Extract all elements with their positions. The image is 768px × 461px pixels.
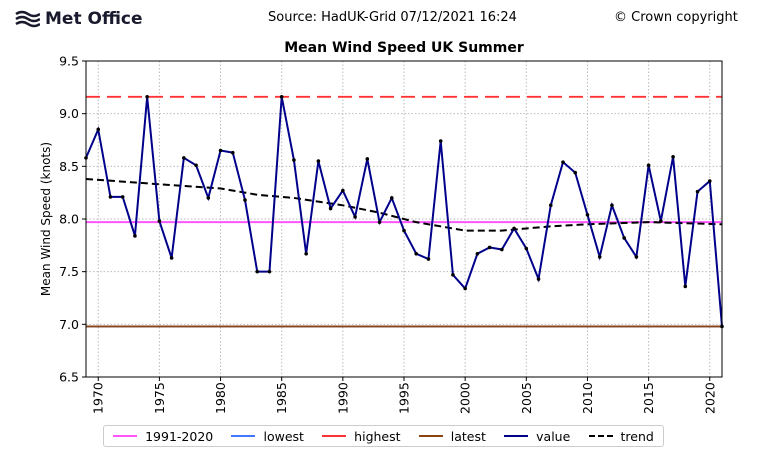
x-tick-label: 2010 [580,382,595,414]
value-point [622,236,626,240]
x-tick-label: 1995 [397,382,412,414]
value-point [573,170,578,175]
plot-frame [85,60,723,378]
value-point [267,269,272,274]
value-point [451,273,455,277]
logo-text: Met Office [45,9,143,29]
value-point [255,269,260,274]
legend-item-value: value [504,429,570,444]
legend-item-1991-2020: 1991-2020 [113,429,213,444]
y-tick-label: 7.5 [59,264,79,279]
value-point [561,160,565,164]
value-point [279,95,284,99]
value-point [414,251,419,256]
x-tick-label: 1985 [274,382,289,414]
x-tick-label: 1990 [335,382,350,414]
value-point [157,219,162,223]
value-point [536,277,541,281]
value-point [475,251,480,256]
legend-label: 1991-2020 [145,428,214,444]
copyright-text: © Crown copyright [614,10,738,25]
legend-swatch [588,435,613,437]
value-point [218,148,223,153]
value-point [634,255,639,259]
value-point [646,163,651,168]
met-office-logo: Met Office [14,9,143,29]
y-tick-label: 6.5 [59,370,79,385]
legend-swatch [113,435,138,437]
value-point [707,179,712,183]
value-point [365,157,370,161]
y-tick-label: 8.5 [59,159,79,174]
value-point [120,195,125,199]
value-point [683,284,688,289]
legend-label: value [536,428,571,444]
chart-title: Mean Wind Speed UK Summer [284,40,524,56]
legend-swatch [504,435,529,437]
value-point [585,212,590,217]
legend: 1991-2020 lowest highest latest value trend [103,425,664,447]
value-point [353,215,357,219]
legend-item-trend: trend [588,428,654,444]
value-point [96,127,101,132]
x-tick-label: 1970 [91,382,106,414]
value-point [512,226,516,231]
x-tick-label: 2015 [641,382,656,414]
value-point [463,286,467,291]
value-point [292,158,296,162]
legend-label: lowest [263,428,304,444]
value-point [316,159,321,163]
legend-swatch [231,435,256,437]
x-tick-label: 1980 [213,382,228,414]
value-point [402,228,406,233]
value-point [169,256,174,260]
y-axis-label: Mean Wind Speed (knots) [39,142,53,296]
value-point [341,188,345,193]
y-tick-label: 8.0 [59,212,79,227]
x-tick-label: 2000 [458,382,473,414]
legend-item-latest: latest [418,428,486,444]
y-tick-label: 9.5 [59,54,79,69]
value-point [304,251,308,256]
x-tick-label: 1975 [152,382,167,414]
legend-swatch [322,435,347,437]
legend-label: trend [620,428,654,444]
value-point [659,219,663,223]
value-point [133,234,137,238]
value-point [671,155,675,159]
met-office-logo-icon [15,10,40,28]
value-point [377,220,382,224]
legend-item-lowest: lowest [231,428,304,444]
value-point [206,196,211,200]
legend-label: latest [450,428,486,444]
value-point [328,206,333,211]
value-point [389,196,394,200]
value-point [597,255,602,259]
value-point [426,257,431,261]
value-point [695,189,700,194]
y-tick-label: 9.0 [59,106,79,121]
value-point [145,95,149,99]
value-point [438,139,443,143]
legend-swatch [418,435,443,437]
value-point [182,156,186,160]
value-point [108,195,113,199]
chart-area: 6.5 7.0 7.5 8.0 8.5 9.0 9.5 1970 1975 1980 1985 199… [39,54,724,414]
legend-item-highest: highest [322,428,401,444]
value-point [610,203,614,208]
x-tick-label: 2020 [702,382,717,414]
value-point [230,150,235,155]
value-point [500,247,504,252]
trend-line [85,177,723,232]
y-tick-label: 7.0 [59,317,79,332]
source-text: Source: HadUK-Grid 07/12/2021 16:24 [268,10,517,25]
value-point [487,245,492,250]
x-tick-label: 2005 [519,382,534,414]
legend-label: highest [354,428,401,444]
value-point [194,163,198,168]
value-point [243,198,247,202]
value-point [548,203,553,208]
value-point [524,246,529,251]
